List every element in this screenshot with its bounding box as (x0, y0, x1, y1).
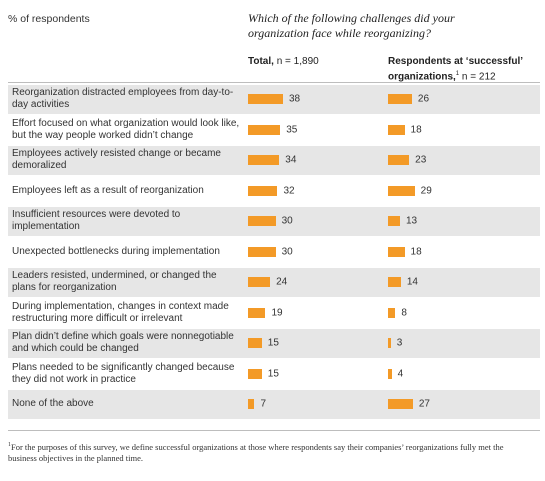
category-label: Plans needed to be significantly changed… (12, 361, 235, 385)
value-label-successful: 4 (397, 368, 404, 380)
bar-total (248, 185, 278, 196)
column-header-successful: Respondents at ‘successful’ organization… (388, 56, 538, 83)
bar-successful (388, 307, 396, 318)
chart-row: Insufficient resources were devoted to i… (8, 207, 540, 236)
footnote-text: For the purposes of this survey, we defi… (8, 441, 504, 463)
value-label-total: 24 (276, 276, 288, 288)
bar-total (248, 124, 281, 135)
category-label: Plan didn’t define which goals were nonn… (12, 331, 234, 355)
footnote: 1For the purposes of this survey, we def… (8, 440, 518, 464)
value-label-successful: 18 (410, 246, 422, 258)
chart-row: Leaders resisted, undermined, or changed… (8, 268, 540, 297)
footer-divider (8, 430, 540, 431)
chart-row: Employees actively resisted change or be… (8, 146, 540, 175)
bar-successful (388, 185, 415, 196)
category-label: Insufficient resources were devoted to i… (12, 209, 181, 233)
footnote-mark: 1 (8, 442, 11, 448)
column-title-total: Total, (248, 56, 274, 67)
bar-successful (388, 277, 401, 288)
chart-row: Effort focused on what organization woul… (8, 116, 540, 145)
bar-successful (388, 124, 405, 135)
category-label: Leaders resisted, undermined, or changed… (12, 270, 217, 294)
survey-question: Which of the following challenges did yo… (248, 11, 455, 40)
column-header-total: Total, n = 1,890 (248, 56, 319, 68)
value-label-successful: 23 (415, 154, 427, 166)
category-label: During implementation, changes in contex… (12, 300, 229, 324)
bar-total (248, 277, 271, 288)
value-label-successful: 14 (406, 276, 418, 288)
chart-row: Plans needed to be significantly changed… (8, 360, 540, 389)
value-label-successful: 29 (420, 185, 432, 197)
bar-total (248, 216, 276, 227)
bar-successful (388, 338, 391, 349)
value-label-successful: 18 (410, 124, 422, 136)
bar-total (248, 94, 283, 105)
value-label-successful: 8 (401, 307, 407, 319)
chart-row: Employees left as a result of reorganiza… (8, 177, 540, 206)
column-title-successful: Respondents at ‘successful’ organization… (388, 56, 523, 83)
category-label: Effort focused on what organization woul… (12, 117, 240, 141)
column-footnote-mark: 1 (455, 71, 460, 77)
bar-total (248, 368, 262, 379)
value-label-total: 15 (267, 337, 279, 349)
value-label-total: 30 (281, 215, 293, 227)
value-label-total: 15 (267, 368, 279, 380)
category-label: None of the above (12, 398, 94, 410)
bar-total (248, 399, 255, 410)
value-label-total: 19 (271, 307, 283, 319)
bar-total (248, 246, 276, 257)
value-label-total: 38 (288, 93, 301, 105)
value-label-successful: 13 (405, 215, 418, 227)
value-label-total: 32 (283, 185, 295, 197)
header-divider (8, 82, 540, 83)
category-label: Employees actively resisted change or be… (12, 148, 221, 172)
value-label-total: 35 (286, 124, 298, 136)
column-n-successful: n = 212 (461, 71, 496, 83)
chart-row: Plan didn’t define which goals were nonn… (8, 329, 540, 358)
column-n-total: n = 1,890 (276, 56, 319, 67)
bar-total (248, 338, 262, 349)
bar-successful (388, 94, 412, 105)
chart-row: Unexpected bottlenecks during implementa… (8, 238, 540, 267)
bar-successful (388, 216, 400, 227)
value-label-successful: 3 (396, 337, 403, 349)
category-label: Employees left as a result of reorganiza… (12, 184, 204, 196)
value-label-successful: 26 (417, 93, 430, 105)
chart-rows: Reorganization distracted employees from… (8, 85, 540, 421)
bar-total (248, 155, 280, 166)
bar-successful (388, 368, 392, 379)
chart-row: None of the above 7 27 (8, 390, 540, 419)
chart-row: During implementation, changes in contex… (8, 299, 540, 328)
value-label-total: 30 (281, 246, 293, 258)
bar-total (248, 307, 266, 318)
bar-successful (388, 155, 410, 166)
category-label: Reorganization distracted employees from… (12, 87, 234, 111)
bar-successful (388, 399, 413, 410)
bar-successful (388, 246, 405, 257)
category-label: Unexpected bottlenecks during implementa… (12, 245, 220, 257)
value-label-total: 7 (260, 398, 266, 410)
chart-row: Reorganization distracted employees from… (8, 85, 540, 114)
unit-label: % of respondents (8, 13, 90, 25)
value-label-successful: 27 (418, 398, 430, 410)
value-label-total: 34 (285, 154, 297, 166)
